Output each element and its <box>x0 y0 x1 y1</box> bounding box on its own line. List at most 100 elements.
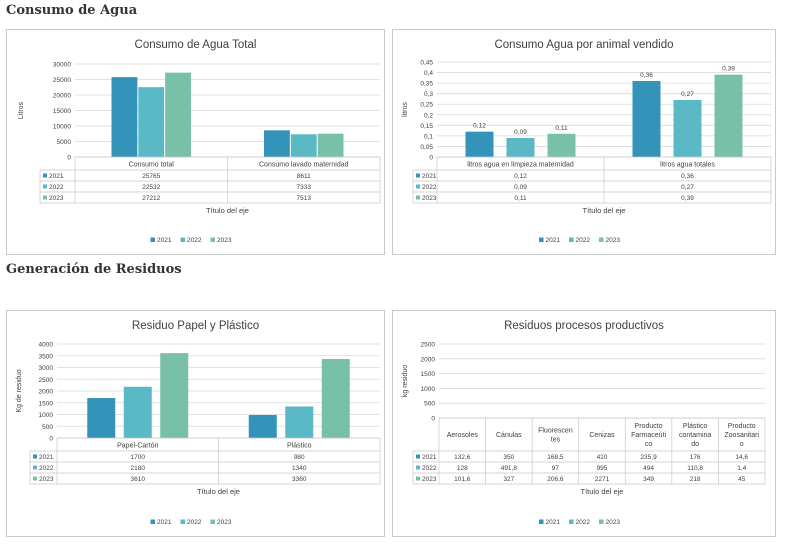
legend-key-2022 <box>33 465 37 470</box>
category-label: tes <box>551 437 561 444</box>
category-label: Farmaceúti <box>631 432 666 439</box>
table-cell: 3360 <box>292 476 307 483</box>
legend-label: 2021 <box>157 519 172 526</box>
legend-swatch-2023 <box>599 237 604 242</box>
chart-panel-agua-total: Consumo de Agua Total 0 5000 10000 15000 2000… <box>6 29 385 255</box>
table-cell: 494 <box>643 465 654 472</box>
bar-2022-1 <box>290 134 317 157</box>
table-cell: 25765 <box>142 173 160 180</box>
bar-2023-0 <box>165 72 191 157</box>
y-tick-label: 0,45 <box>420 60 433 67</box>
legend-label: 2023 <box>606 237 621 244</box>
legend-key-2023 <box>43 195 47 200</box>
category-label: do <box>691 441 699 448</box>
table-row-label: 2021 <box>49 173 64 180</box>
category-label: litros agua en limpieza maternidad <box>467 162 574 169</box>
legend-swatch-2023 <box>599 519 604 524</box>
data-label: 0,39 <box>722 66 735 73</box>
data-label: 0,12 <box>473 123 486 130</box>
legend-label: 2021 <box>546 237 561 244</box>
y-tick-label: 0 <box>67 155 71 162</box>
bar-2022-1 <box>285 406 314 438</box>
table-row-label: 2023 <box>422 476 437 483</box>
chart-title: Residuo Papel y Plástico <box>132 320 259 332</box>
table-row-label: 2021 <box>422 173 437 180</box>
y-tick-label: 0,05 <box>420 144 433 151</box>
legend-swatch-2022 <box>180 237 185 242</box>
y-axis-label: kg residuo <box>402 365 409 397</box>
category-label: Plástico <box>287 443 312 450</box>
table-row-label: 2022 <box>49 184 64 191</box>
y-tick-label: 0 <box>429 155 433 162</box>
x-axis-label: Título del eje <box>583 206 626 215</box>
table-row-label: 2022 <box>422 184 437 191</box>
category-label: litros agua totales <box>660 162 715 169</box>
table-cell: 1340 <box>292 465 307 472</box>
table-cell: 0,12 <box>514 173 527 180</box>
legend-label: 2022 <box>576 519 591 526</box>
legend-key-2021 <box>416 454 420 459</box>
table-cell: 0,27 <box>681 184 694 191</box>
table-cell: 110,8 <box>687 465 703 472</box>
table-cell: 410 <box>597 454 608 461</box>
legend-label: 2021 <box>546 519 561 526</box>
legend-label: 2023 <box>217 237 232 244</box>
table-cell: 980 <box>294 454 305 461</box>
table-cell: 0,36 <box>681 173 694 180</box>
bar-2021-1 <box>632 81 661 157</box>
legend-label: 2023 <box>606 519 621 526</box>
chart-agua-total: Consumo de Agua Total 0 5000 10000 15000 2000… <box>18 39 381 244</box>
category-label: Consumo total <box>129 162 175 169</box>
table-cell: 2271 <box>595 476 610 483</box>
y-tick-label: 1000 <box>421 386 436 393</box>
table-cell: 128 <box>457 465 468 472</box>
category-label: o <box>740 441 744 448</box>
legend-key-2021 <box>33 454 37 459</box>
y-tick-label: 2000 <box>39 389 54 396</box>
legend-key-2021 <box>416 173 420 178</box>
y-tick-label: 20000 <box>53 93 71 100</box>
legend-label: 2023 <box>217 519 232 526</box>
data-label: 0,36 <box>640 72 653 79</box>
table-cell: 8611 <box>297 173 311 180</box>
table-row-label: 2022 <box>39 465 54 472</box>
table-cell: 350 <box>503 454 514 461</box>
table-cell: 218 <box>690 476 701 483</box>
table-cell: 168,5 <box>547 454 564 461</box>
y-tick-label: 0,4 <box>424 70 433 77</box>
section-title-water: Consumo de Agua <box>6 3 138 18</box>
bar-2022-0 <box>123 386 152 438</box>
legend-swatch-2023 <box>210 237 215 242</box>
chart-title: Residuos procesos productivos <box>504 320 664 332</box>
y-tick-label: 500 <box>424 401 435 408</box>
table-cell: 45 <box>738 476 746 483</box>
table-cell: 101,6 <box>454 476 471 483</box>
chart-panel-residuo-papel: Residuo Papel y Plástico 0 500 1000 1500 2000… <box>6 310 385 537</box>
chart-title: Consumo de Agua Total <box>135 39 257 51</box>
bar-2021-0 <box>465 131 494 157</box>
y-tick-label: 15000 <box>53 108 71 115</box>
legend-key-2023 <box>416 476 420 481</box>
legend-key-2023 <box>33 476 37 481</box>
table-row-label: 2023 <box>49 195 64 202</box>
legend-key-2022 <box>416 465 420 470</box>
y-tick-label: 0 <box>431 416 435 423</box>
bar-2022-1 <box>673 100 702 157</box>
data-label: 0,09 <box>514 129 527 136</box>
legend-swatch-2022 <box>180 519 185 524</box>
y-tick-label: 4000 <box>39 342 54 349</box>
y-tick-label: 2500 <box>39 377 54 384</box>
category-label: Fluorescen <box>538 428 573 435</box>
bar-2022-0 <box>138 87 165 157</box>
bar-2023-1 <box>321 359 350 438</box>
table-cell: 3610 <box>131 476 146 483</box>
category-label: Aerosoles <box>447 432 479 439</box>
y-tick-label: 0,25 <box>420 102 433 109</box>
y-tick-label: 5000 <box>57 139 72 146</box>
legend-key-2022 <box>416 184 420 189</box>
chart-residuo-papel: Residuo Papel y Plástico 0 500 1000 1500 2000… <box>16 320 381 526</box>
data-label: 0,11 <box>555 125 568 132</box>
table-cell: 7513 <box>297 195 312 202</box>
table-cell: 7333 <box>297 184 312 191</box>
table-row-label: 2023 <box>39 476 54 483</box>
